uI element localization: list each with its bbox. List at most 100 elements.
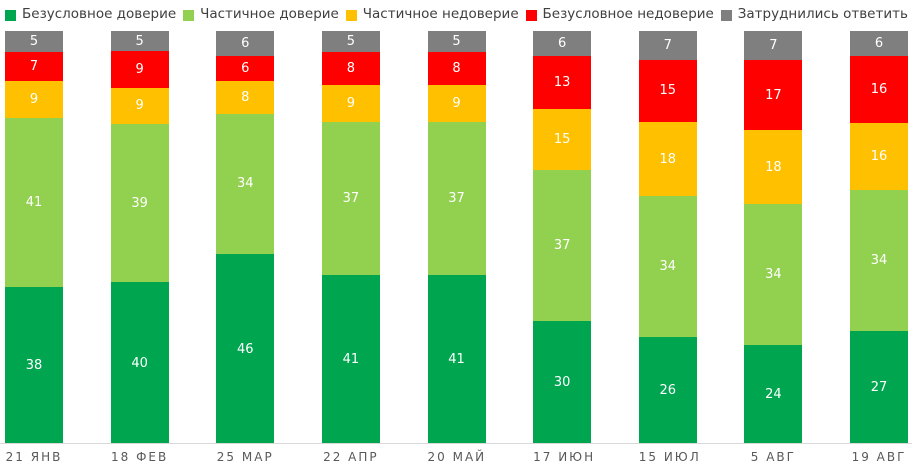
bar-segment: 16 (850, 56, 908, 123)
bar-segment: 38 (5, 287, 63, 444)
x-axis-category-label: 20 МАЙ (427, 449, 487, 464)
legend-label: Безусловное доверие (22, 6, 177, 23)
legend-item: Частичное недоверие (345, 8, 519, 22)
segment-value-label: 39 (131, 195, 148, 211)
segment-value-label: 8 (241, 89, 250, 105)
segment-value-label: 16 (870, 148, 888, 164)
segment-value-label: 16 (870, 81, 888, 97)
bar-segment: 15 (533, 108, 592, 171)
segment-value-label: 30 (553, 375, 571, 391)
legend-swatch-icon (5, 9, 16, 21)
segment-value-label: 5 (29, 33, 39, 49)
segment-value-label: 8 (346, 60, 356, 76)
bar-segment: 5 (427, 31, 486, 52)
segment-value-label: 9 (452, 95, 461, 111)
x-axis-labels: 21 ЯНВ 18 ФЕВ 25 МАР 22 АПР 20 МАЙ 17 ИЮН 15 И… (0, 445, 912, 468)
segment-value-label: 9 (135, 61, 144, 77)
bar-segment: 9 (110, 51, 169, 88)
bar-segment: 41 (5, 117, 63, 288)
segment-value-label: 37 (553, 238, 571, 254)
segment-value-label: 34 (236, 176, 254, 192)
segment-value-label: 6 (241, 35, 250, 51)
bar-segment: 6 (533, 31, 592, 56)
plot-area: 5 7 9 41 38 5 9 9 39 40 6 6 8 34 46 5 8 9 37 41 5 8 9 37 41 6 13 15… (0, 31, 912, 445)
segment-value-label: 26 (659, 382, 677, 398)
segment-value-label: 9 (346, 95, 356, 111)
legend-label: Частичное доверие (200, 6, 339, 23)
bar-segment: 34 (638, 196, 697, 337)
segment-value-label: 5 (346, 33, 356, 49)
legend-swatch-icon (345, 9, 357, 21)
segment-value-label: 7 (29, 58, 39, 74)
bar-segment: 37 (427, 121, 486, 275)
segment-value-label: 24 (765, 386, 782, 402)
bar: 6 16 16 34 27 (850, 31, 908, 445)
x-axis-line (0, 443, 912, 444)
bar-segment: 9 (427, 84, 486, 122)
segment-value-label: 15 (553, 131, 571, 147)
segment-value-label: 34 (870, 252, 888, 268)
x-axis-category-label: 21 ЯНВ (5, 449, 63, 464)
segment-value-label: 6 (241, 60, 250, 76)
segment-value-label: 37 (448, 190, 465, 206)
bar-segment: 5 (321, 31, 380, 52)
bar-segment: 16 (850, 122, 908, 190)
bar-segment: 27 (850, 331, 908, 445)
bar-segment: 18 (744, 130, 803, 205)
legend-item: Безусловное доверие (5, 8, 176, 22)
segment-value-label: 5 (135, 33, 144, 49)
bar-segment: 7 (638, 31, 697, 60)
bar-segment: 6 (216, 55, 275, 81)
segment-value-label: 38 (25, 358, 43, 374)
bar-segment: 6 (216, 31, 275, 56)
segment-value-label: 34 (659, 258, 677, 274)
bar-segment: 8 (321, 51, 380, 85)
x-axis-category-label: 15 ИЮЛ (638, 449, 701, 464)
segment-value-label: 34 (765, 267, 782, 283)
bar: 5 7 9 41 38 (5, 31, 63, 444)
segment-value-label: 9 (29, 91, 39, 107)
legend-label: Затруднились ответить (737, 6, 908, 23)
bar-segment: 34 (744, 204, 803, 345)
x-axis-category-label: 19 АВГ (851, 449, 907, 464)
x-axis-category-label: 17 ИЮН (533, 449, 596, 464)
bar: 5 8 9 37 41 (321, 31, 380, 445)
bar-segment: 39 (110, 124, 169, 283)
legend-swatch-icon (183, 9, 195, 21)
bar-segment: 18 (638, 121, 697, 197)
segment-value-label: 40 (131, 355, 148, 371)
segment-value-label: 7 (769, 37, 778, 53)
segment-value-label: 7 (663, 37, 672, 53)
bar: 5 9 9 39 40 (110, 31, 169, 444)
x-axis-category-label: 5 АВГ (750, 449, 796, 464)
bar: 7 17 18 34 24 (744, 31, 803, 444)
segment-value-label: 9 (135, 98, 144, 114)
bar-segment: 46 (216, 254, 275, 445)
bar-segment: 5 (110, 31, 169, 52)
bar-segment: 8 (216, 80, 275, 114)
segment-value-label: 8 (452, 60, 461, 76)
segment-value-label: 5 (452, 33, 461, 49)
bar-segment: 34 (216, 113, 275, 255)
x-axis-category-label: 18 ФЕВ (111, 449, 169, 464)
bar-segment: 8 (427, 51, 486, 85)
legend-item: Частичное доверие (183, 8, 339, 22)
bar-segment: 9 (5, 80, 63, 118)
segment-value-label: 37 (342, 190, 360, 206)
segment-value-label: 46 (236, 341, 254, 357)
bar: 5 8 9 37 41 (427, 31, 486, 445)
bar-segment: 6 (850, 31, 908, 57)
x-axis-category-label: 22 АПР (323, 449, 379, 464)
bar: 6 6 8 34 46 (216, 31, 275, 445)
segment-value-label: 41 (342, 351, 360, 367)
legend-label: Безусловное недоверие (542, 6, 714, 23)
segment-value-label: 41 (448, 351, 465, 367)
segment-value-label: 15 (659, 83, 677, 99)
bar-segment: 40 (110, 282, 169, 444)
bar-segment: 30 (533, 321, 592, 444)
legend-swatch-icon (525, 9, 537, 21)
legend-item: Затруднились ответить (720, 6, 908, 23)
bar-segment: 24 (744, 344, 803, 444)
bar: 7 15 18 34 26 (638, 31, 697, 444)
